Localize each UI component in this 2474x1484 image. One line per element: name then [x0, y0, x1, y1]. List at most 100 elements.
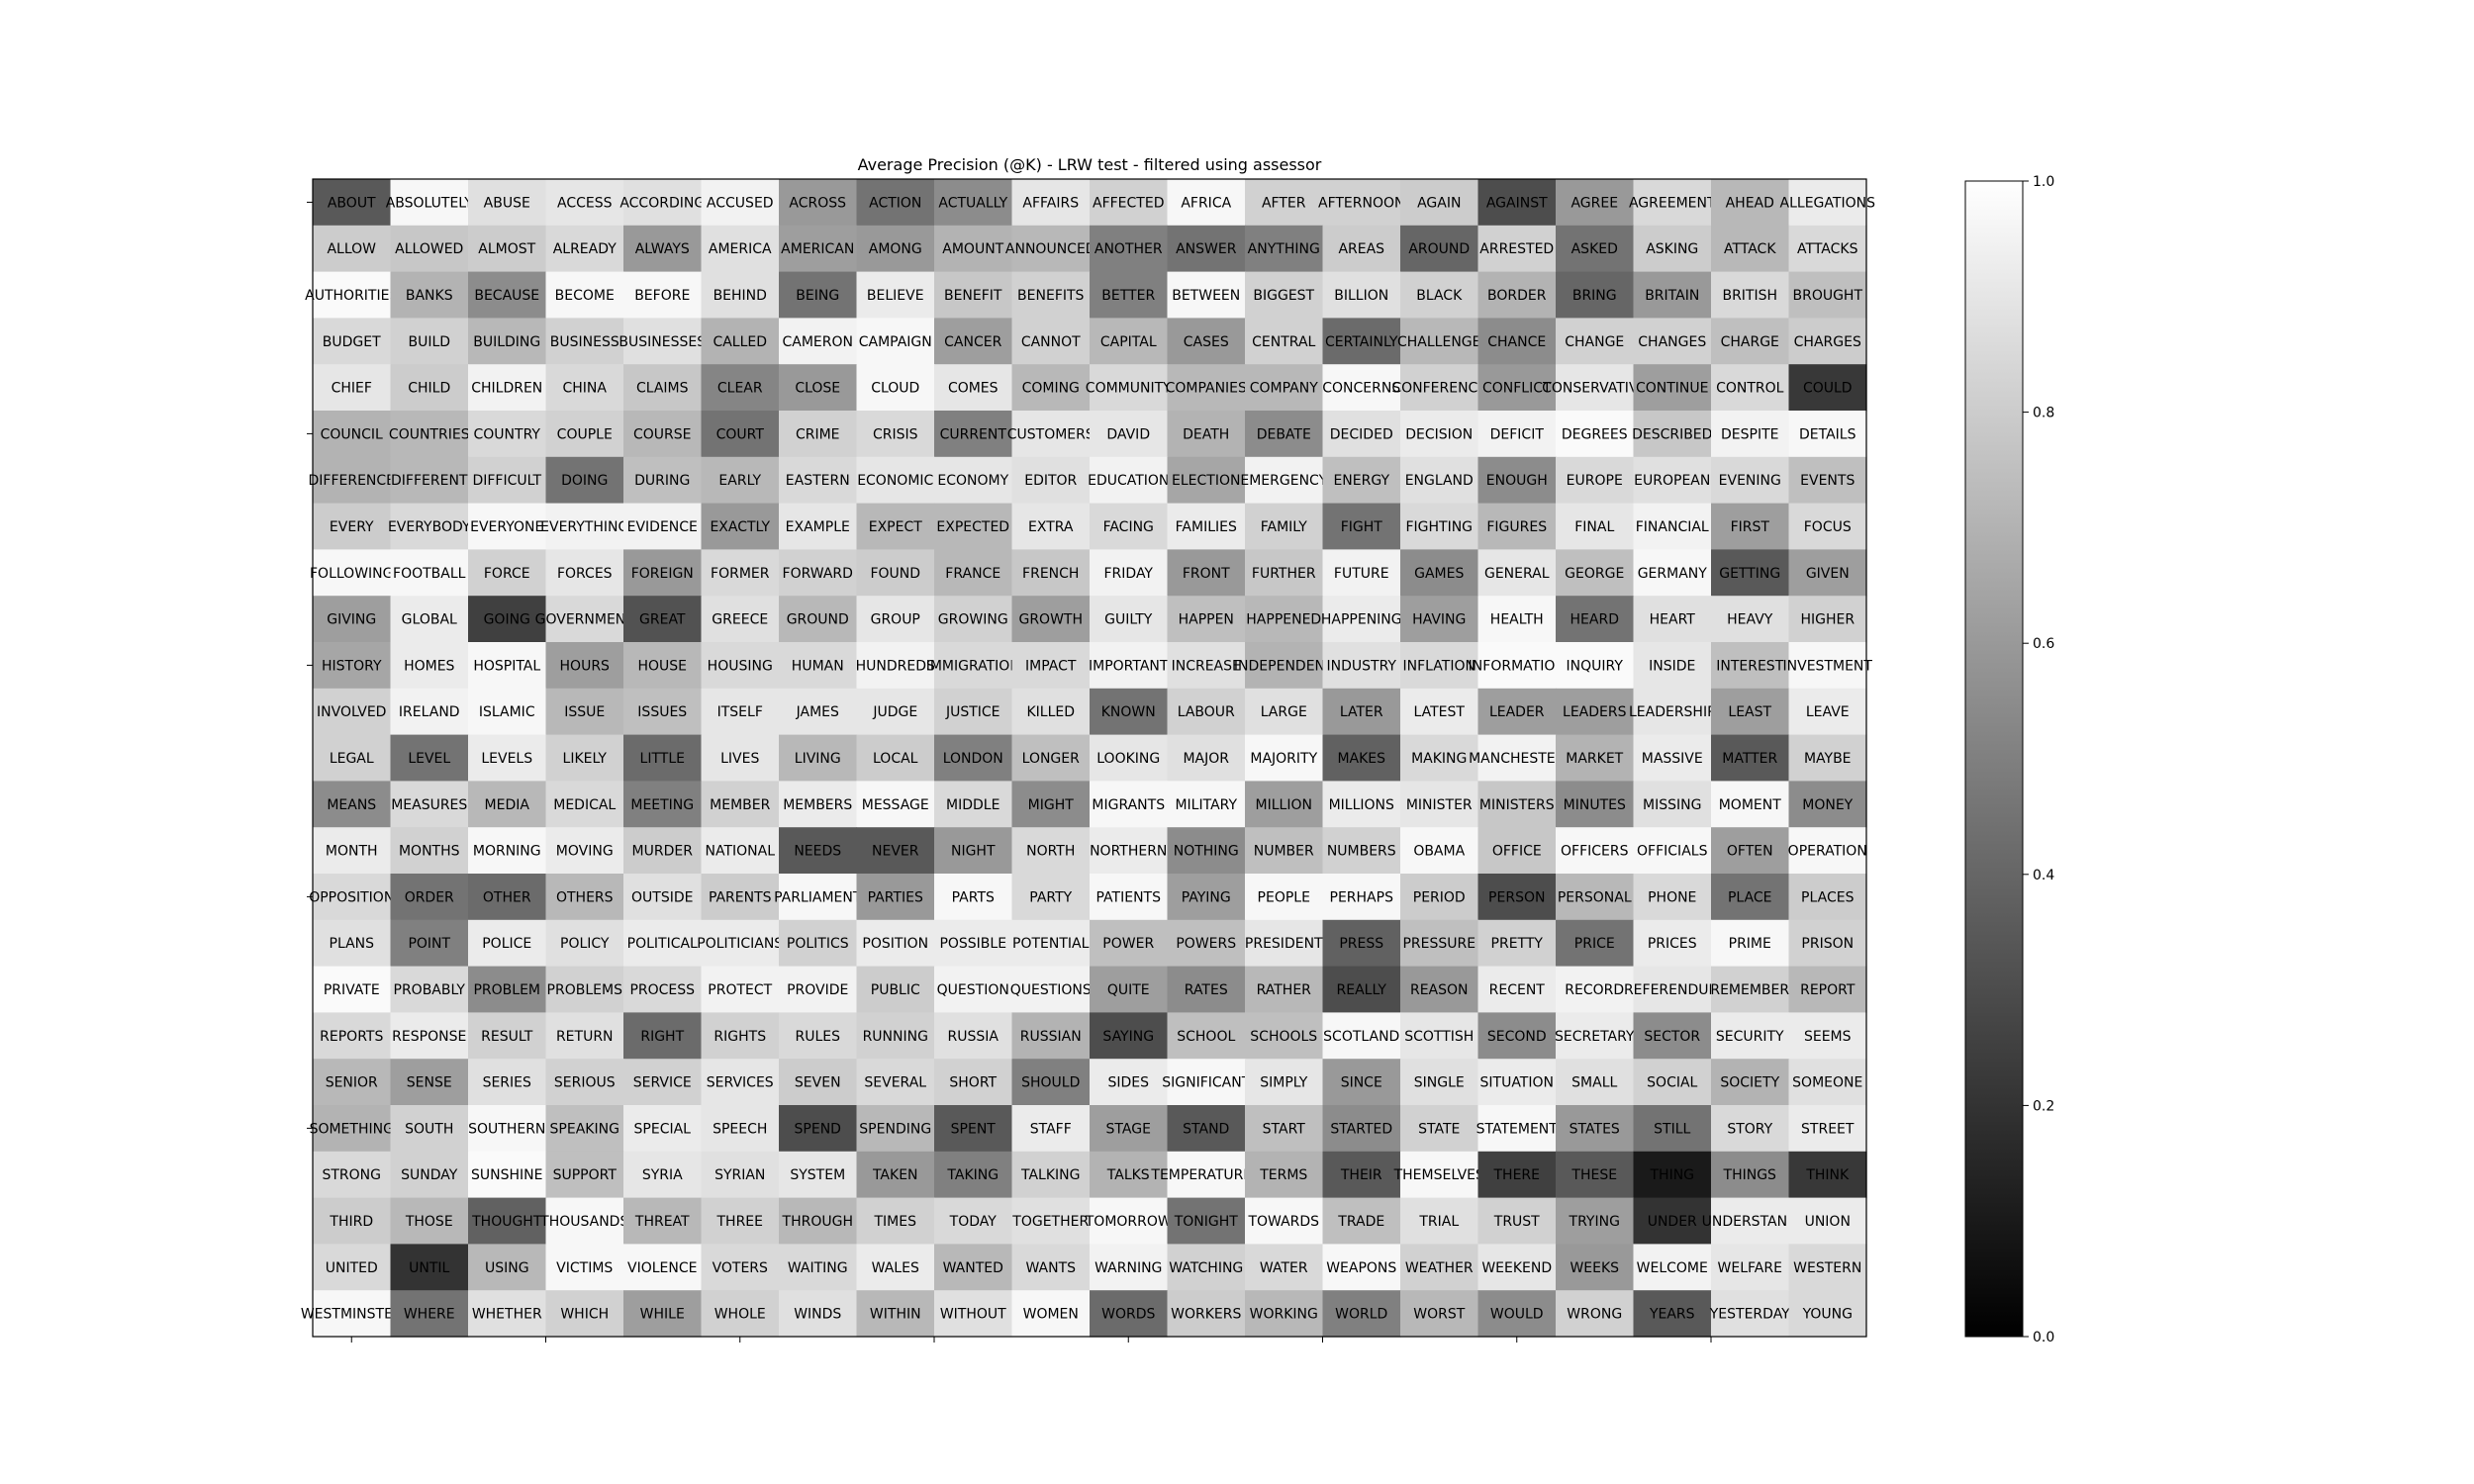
heatmap-cell [934, 503, 1013, 550]
cell-label: FAMILIES [1176, 519, 1237, 535]
heatmap-cell [856, 1290, 935, 1338]
cell-label: ANYTHING [1248, 241, 1320, 257]
heatmap-cell [545, 642, 624, 690]
cell-label: MEMBER [710, 797, 770, 813]
heatmap-cell [1322, 225, 1401, 273]
cell-label: SINGLE [1414, 1075, 1465, 1091]
heatmap-cell [1167, 318, 1246, 365]
cell-label: EUROPE [1567, 473, 1623, 489]
heatmap-cell [1556, 271, 1635, 319]
cell-label: UNION [1805, 1214, 1851, 1230]
heatmap-cell [779, 1059, 858, 1106]
cell-label: NOTHING [1174, 844, 1239, 860]
heatmap-cell [934, 364, 1013, 412]
heatmap-cell [1167, 1151, 1246, 1199]
cell-label: WAITING [788, 1260, 848, 1276]
cell-label: MAYBE [1804, 751, 1852, 767]
heatmap-cell [1011, 688, 1091, 736]
cell-label: TONIGHT [1174, 1214, 1239, 1230]
heatmap-cell [1322, 734, 1401, 782]
cell-label: AHEAD [1726, 195, 1774, 211]
cell-label: DIFFERENCE [308, 473, 395, 489]
cell-label: WORLD [1335, 1307, 1387, 1323]
heatmap-cell [545, 1151, 624, 1199]
heatmap-cell [1245, 318, 1324, 365]
heatmap-cell [1556, 596, 1635, 643]
cell-label: AFTER [1262, 195, 1306, 211]
heatmap-cell [623, 642, 703, 690]
heatmap-cell [1090, 503, 1169, 550]
heatmap-cell [1167, 503, 1246, 550]
heatmap-cell [1245, 734, 1324, 782]
heatmap-cell [1245, 456, 1324, 505]
cell-label: BUILDING [473, 334, 540, 350]
heatmap-cell [1011, 1244, 1091, 1291]
cell-label: THOUSANDS [539, 1214, 628, 1230]
heatmap-cell [1322, 688, 1401, 736]
cell-label: BUSINESSES [618, 334, 706, 350]
heatmap-cell [779, 874, 858, 921]
heatmap-cell [856, 1244, 935, 1291]
cell-label: STRONG [322, 1167, 381, 1183]
cell-label: MEMBERS [783, 797, 852, 813]
cell-label: NUMBERS [1327, 844, 1396, 860]
heatmap-cell [623, 364, 703, 412]
cell-label: WEATHER [1405, 1260, 1474, 1276]
heatmap-cell [390, 1290, 469, 1338]
cell-label: SUNSHINE [471, 1167, 542, 1183]
cell-label: TOMORROW [1085, 1214, 1172, 1230]
cell-label: MAKING [1411, 751, 1467, 767]
heatmap-cell [1788, 1012, 1867, 1060]
heatmap-cell [1322, 1012, 1401, 1060]
heatmap-cell [1556, 364, 1635, 412]
heatmap-cell [1090, 1105, 1169, 1153]
heatmap-cell [1556, 225, 1635, 273]
heatmap-cell [1788, 1290, 1867, 1338]
cell-label: WATCHING [1169, 1260, 1243, 1276]
cell-label: LONDON [943, 751, 1003, 767]
heatmap-cell [1788, 503, 1867, 550]
heatmap-cell [1400, 966, 1479, 1013]
heatmap-cell [1477, 874, 1557, 921]
heatmap-cell [1477, 179, 1557, 227]
cell-label: KILLED [1026, 704, 1075, 720]
heatmap-cell [856, 1197, 935, 1245]
heatmap-cell [856, 179, 935, 227]
heatmap-cell [545, 503, 624, 550]
cell-label: COUPLE [557, 426, 613, 442]
heatmap-cell [390, 1244, 469, 1291]
cell-label: EDITOR [1024, 473, 1077, 489]
heatmap-cell [1011, 1151, 1091, 1199]
heatmap-cell [390, 364, 469, 412]
cell-label: SECOND [1487, 1029, 1547, 1045]
heatmap-cell [390, 781, 469, 828]
heatmap-cell [623, 225, 703, 273]
cell-label: BRING [1572, 288, 1617, 304]
cell-label: OBAMA [1413, 844, 1465, 860]
heatmap-cell [1245, 1059, 1324, 1106]
cell-label: RECORD [1565, 982, 1624, 998]
heatmap-cell [1245, 225, 1324, 273]
cell-label: PRESSURE [1402, 936, 1475, 952]
heatmap-cell [390, 411, 469, 458]
cell-label: REPORT [1800, 982, 1856, 998]
cell-label: COMES [948, 381, 999, 397]
heatmap-cell [701, 1244, 780, 1291]
cell-label: INVESTMENT [1783, 658, 1873, 674]
heatmap-cell [313, 271, 392, 319]
heatmap-cell [934, 919, 1013, 968]
cell-label: AFFECTED [1093, 195, 1164, 211]
cell-label: INTEREST [1716, 658, 1783, 674]
cell-label: ACCUSED [707, 195, 774, 211]
heatmap-cell [1011, 642, 1091, 690]
cell-label: NEVER [872, 844, 919, 860]
cell-label: POTENTIAL [1012, 936, 1090, 952]
heatmap-cell [1788, 874, 1867, 921]
cell-label: LIVING [795, 751, 841, 767]
heatmap-cell [468, 549, 547, 597]
heatmap-cell [701, 596, 780, 643]
cell-label: PROBLEMS [547, 982, 623, 998]
cell-label: WEEKS [1570, 1260, 1619, 1276]
heatmap-cell [390, 271, 469, 319]
heatmap-cell [1711, 1290, 1790, 1338]
